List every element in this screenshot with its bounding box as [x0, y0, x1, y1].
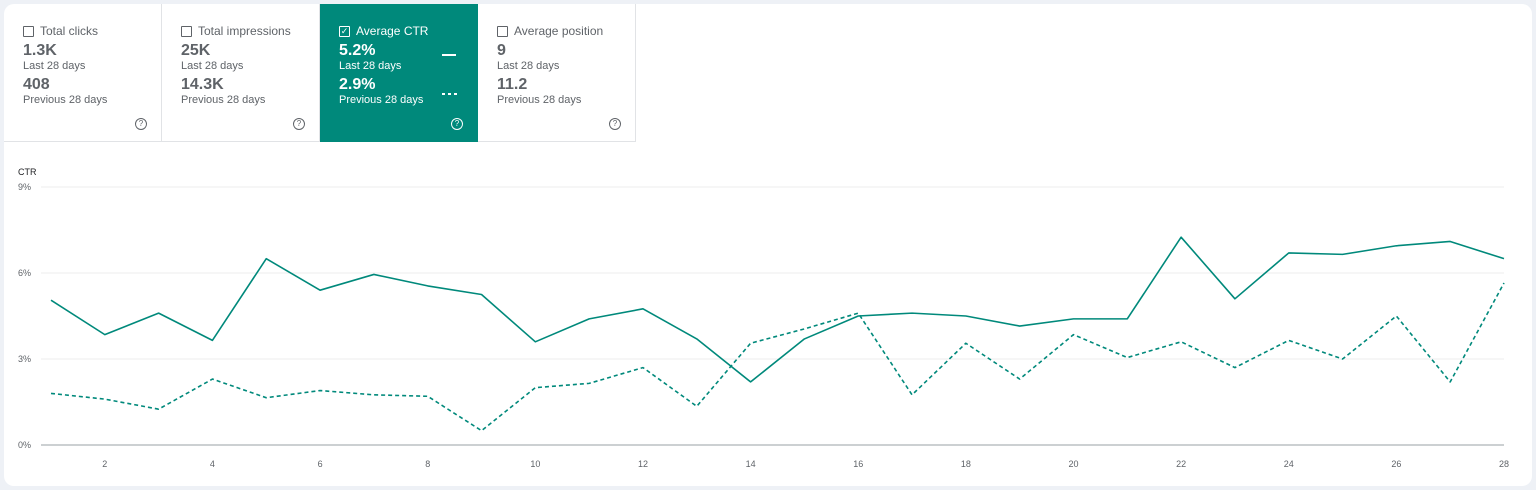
x-tick-label: 4 [210, 459, 215, 469]
x-tick-label: 28 [1499, 459, 1509, 469]
metric-card-total-clicks[interactable]: Total clicks 1.3K Last 28 days 408 Previ… [4, 4, 162, 142]
metric-value: 9 [497, 42, 506, 59]
x-tick-label: 6 [318, 459, 323, 469]
metric-card-average-position[interactable]: Average position 9 Last 28 days 11.2 Pre… [478, 4, 636, 142]
metric-prev-period: Previous 28 days [23, 94, 108, 106]
metric-period: Last 28 days [339, 60, 402, 72]
metric-card-total-impressions[interactable]: Total impressions 25K Last 28 days 14.3K… [162, 4, 320, 142]
metric-value: 1.3K [23, 42, 57, 59]
metric-cards: Total clicks 1.3K Last 28 days 408 Previ… [4, 4, 636, 142]
y-tick-label: 9% [18, 182, 31, 192]
performance-panel: Total clicks 1.3K Last 28 days 408 Previ… [4, 4, 1532, 486]
y-axis-label: CTR [18, 167, 37, 177]
y-tick-label: 3% [18, 354, 31, 364]
legend-dashed-line-icon [442, 93, 457, 95]
help-icon[interactable]: ? [609, 118, 621, 130]
y-tick-label: 6% [18, 268, 31, 278]
help-icon[interactable]: ? [451, 118, 463, 130]
metric-prev-value: 11.2 [497, 76, 528, 93]
metric-prev-period: Previous 28 days [497, 94, 582, 106]
x-tick-label: 12 [638, 459, 648, 469]
x-tick-label: 24 [1284, 459, 1294, 469]
help-icon[interactable]: ? [135, 118, 147, 130]
ctr-line-chart: CTR 0%3%6%9% 2 4 6 8 10 12 14 16 18 20 22 24 26 28 [18, 167, 1509, 469]
metric-label: Total clicks [40, 24, 99, 38]
x-tick-label: 8 [425, 459, 430, 469]
grid-lines [41, 186, 1504, 446]
x-axis-ticks: 2 4 6 8 10 12 14 16 18 20 22 24 26 28 [102, 459, 1509, 469]
metric-prev-value: 408 [23, 76, 50, 93]
x-tick-label: 16 [853, 459, 863, 469]
legend-solid-line-icon [442, 54, 456, 56]
metric-prev-period: Previous 28 days [181, 94, 266, 106]
x-tick-label: 2 [102, 459, 107, 469]
x-tick-label: 22 [1176, 459, 1186, 469]
x-tick-label: 10 [530, 459, 540, 469]
metric-value: 5.2% [339, 42, 376, 59]
help-icon[interactable]: ? [293, 118, 305, 130]
checkbox-icon[interactable] [497, 25, 508, 37]
metric-prev-value: 14.3K [181, 76, 224, 93]
metric-label: Average position [514, 24, 604, 38]
x-tick-label: 18 [961, 459, 971, 469]
metric-label: Average CTR [356, 24, 429, 38]
metric-period: Last 28 days [181, 60, 244, 72]
metric-card-average-ctr[interactable]: ✓ Average CTR 5.2% Last 28 days 2.9% Prev… [320, 4, 478, 142]
y-axis-ticks: 0% 3% 6% 9% [18, 182, 31, 450]
metric-prev-period: Previous 28 days [339, 94, 424, 106]
x-tick-label: 20 [1068, 459, 1078, 469]
metric-period: Last 28 days [23, 60, 86, 72]
x-tick-label: 14 [746, 459, 756, 469]
chart-series [50, 236, 1505, 432]
previous-period-line [50, 282, 1505, 432]
metric-value: 25K [181, 42, 211, 59]
checkbox-icon[interactable] [181, 25, 192, 37]
metric-period: Last 28 days [497, 60, 560, 72]
x-tick-label: 26 [1391, 459, 1401, 469]
y-tick-label: 0% [18, 440, 31, 450]
current-period-line [50, 236, 1505, 383]
checkbox-icon[interactable] [23, 25, 34, 37]
metric-label: Total impressions [198, 24, 291, 38]
metric-prev-value: 2.9% [339, 76, 376, 93]
checkbox-checked-icon[interactable]: ✓ [339, 25, 350, 37]
